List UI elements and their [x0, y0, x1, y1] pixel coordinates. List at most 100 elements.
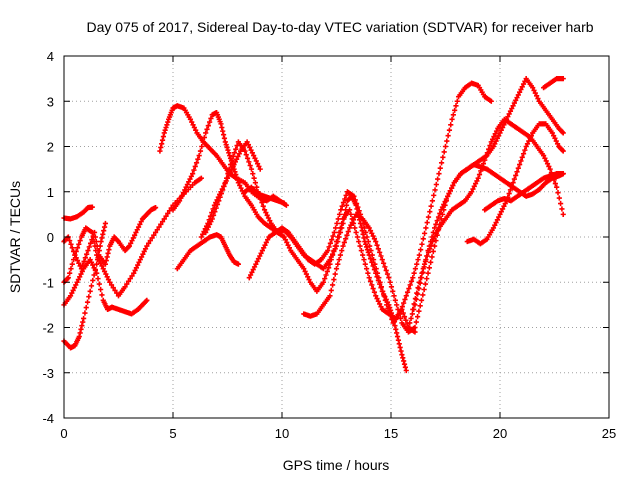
data-point-marker [96, 247, 102, 254]
data-point-marker [338, 207, 344, 213]
data-point-marker [475, 175, 481, 181]
data-point-marker [267, 218, 273, 224]
data-point-marker [245, 142, 252, 148]
data-point-marker [401, 314, 408, 320]
data-point-marker [498, 127, 504, 133]
data-point-marker [76, 333, 82, 340]
data-point-marker [416, 279, 422, 285]
data-point-marker [204, 126, 210, 132]
x-tick-label: 0 [60, 426, 67, 441]
data-point-marker [253, 261, 259, 267]
data-point-marker [74, 245, 81, 251]
data-point-marker [255, 256, 262, 262]
data-point-marker [446, 127, 453, 133]
data-point-marker [243, 152, 249, 158]
data-point-marker [335, 261, 341, 267]
data-point-marker [325, 247, 331, 254]
data-point-marker [98, 286, 104, 293]
data-point-marker [391, 293, 397, 299]
data-point-marker [403, 367, 409, 374]
data-point-marker [69, 245, 75, 251]
data-point-marker [219, 124, 225, 131]
data-point-marker [419, 270, 425, 276]
data-point-marker [385, 305, 391, 312]
data-point-marker [227, 152, 233, 159]
data-point-marker [384, 302, 390, 308]
data-point-marker [433, 230, 439, 236]
data-point-marker [244, 139, 250, 145]
data-point-marker [412, 266, 419, 272]
data-point-marker [366, 225, 372, 231]
data-point-marker [502, 200, 508, 207]
data-point-marker [261, 245, 267, 251]
data-point-marker [95, 252, 102, 258]
data-point-marker [336, 234, 342, 240]
data-point-marker [528, 133, 534, 139]
series-trace-11 [242, 184, 287, 206]
data-point-marker [248, 272, 254, 278]
data-point-marker [248, 166, 255, 172]
data-point-marker [486, 146, 492, 152]
x-tick-label: 10 [275, 426, 289, 441]
data-point-marker [518, 158, 524, 164]
data-point-marker [428, 242, 434, 248]
data-point-marker [335, 216, 341, 222]
data-point-marker [254, 161, 261, 167]
data-point-marker [230, 164, 236, 170]
data-point-marker [425, 270, 431, 276]
data-point-marker [92, 243, 98, 249]
data-point-marker [144, 243, 150, 249]
data-point-marker [225, 147, 231, 153]
data-point-marker [394, 333, 401, 340]
data-point-marker [74, 257, 81, 264]
data-point-marker [383, 296, 389, 303]
data-point-marker [364, 247, 371, 253]
data-point-marker [346, 225, 353, 231]
data-point-marker [522, 78, 528, 84]
data-point-marker [98, 238, 104, 245]
data-point-marker [343, 236, 349, 242]
data-point-marker [416, 308, 422, 314]
data-point-marker [433, 181, 439, 188]
data-point-marker [189, 119, 195, 125]
data-point-marker [367, 243, 373, 249]
data-point-marker [497, 211, 503, 217]
data-point-marker [104, 254, 110, 260]
data-point-marker [348, 211, 354, 217]
data-point-marker [522, 147, 528, 153]
data-point-marker [431, 236, 437, 242]
data-point-marker [97, 243, 103, 249]
data-point-marker [386, 275, 392, 281]
data-point-marker [513, 97, 519, 103]
y-tick-label: 0 [47, 230, 54, 245]
data-point-marker [551, 177, 557, 183]
data-point-marker [518, 86, 524, 93]
data-point-marker [100, 266, 106, 272]
data-point-marker [213, 200, 219, 206]
series-trace-1 [61, 204, 95, 222]
data-point-marker [151, 232, 157, 238]
data-point-marker [191, 167, 197, 173]
data-point-marker [436, 171, 442, 177]
data-point-marker [254, 184, 260, 190]
data-point-marker [479, 164, 485, 170]
data-point-marker [371, 236, 378, 242]
data-point-marker [363, 266, 370, 272]
data-point-marker [252, 180, 259, 186]
data-point-marker [353, 200, 360, 207]
data-point-marker [198, 234, 204, 240]
data-point-marker [425, 214, 432, 220]
data-point-marker [343, 207, 349, 213]
data-point-marker [176, 198, 183, 204]
x-tick-label: 5 [169, 426, 176, 441]
data-point-marker [345, 228, 351, 235]
data-point-marker [195, 156, 201, 162]
data-point-marker [365, 270, 371, 276]
data-point-marker [284, 239, 290, 246]
data-point-marker [470, 186, 476, 192]
data-point-marker [196, 152, 202, 159]
data-point-marker [551, 133, 557, 139]
data-point-marker [136, 259, 142, 265]
data-point-marker [75, 276, 81, 283]
